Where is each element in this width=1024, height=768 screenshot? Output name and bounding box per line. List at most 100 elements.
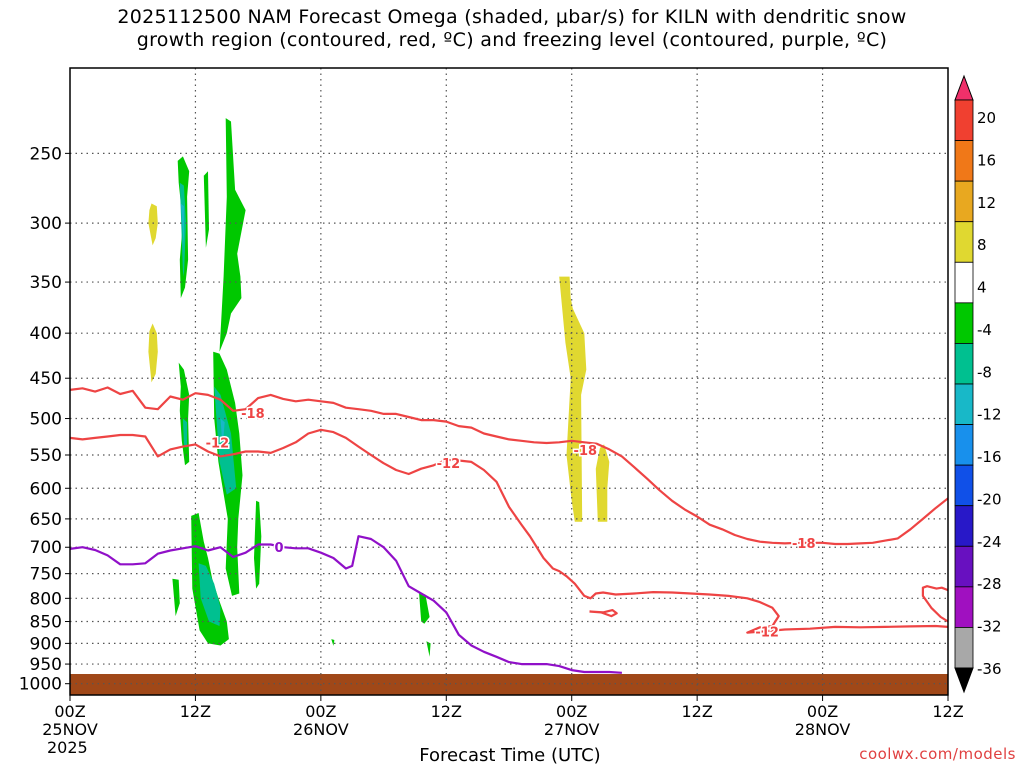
colorbar-label: 4 <box>977 279 987 297</box>
colorbar-swatch <box>954 505 974 547</box>
omega-region--4to-8-2 <box>219 118 246 352</box>
colorbar-label: 20 <box>977 109 996 127</box>
colorbar-swatch <box>954 180 974 223</box>
y-tick-label: 750 <box>30 565 62 585</box>
omega-region--4to-8-8 <box>419 593 430 624</box>
y-tick-label: 300 <box>30 214 62 234</box>
y-tick-label: 550 <box>30 446 62 466</box>
omega-region--8to-12-1 <box>214 386 237 495</box>
title-line-2: growth region (contoured, red, ºC) and f… <box>136 29 888 51</box>
dgz-contour-m12-2 <box>921 585 949 623</box>
colorbar-swatch <box>954 545 974 588</box>
colorbar-swatch <box>954 140 974 182</box>
credit-link[interactable]: coolwx.com/models <box>859 745 1016 763</box>
y-tick-label: 350 <box>30 273 62 293</box>
y-tick-label: 950 <box>30 655 62 675</box>
contour-layer <box>69 386 949 674</box>
colorbar-swatch <box>954 383 974 425</box>
dgz-contour-m18-0 <box>69 386 949 546</box>
grid-layer <box>70 68 948 695</box>
x-tick-label-time: 00Z <box>807 702 838 721</box>
year-label: 2025 <box>47 738 88 757</box>
x-tick-label-time: 12Z <box>932 702 963 721</box>
contour-label: -12 <box>755 626 779 641</box>
contour-label: -18 <box>574 444 598 459</box>
y-axis: 2503003504004505005506006507007508008509… <box>19 144 70 695</box>
colorbar-bottom-arrow <box>954 667 974 694</box>
y-tick-label: 900 <box>30 634 62 654</box>
colorbar-swatch <box>954 464 974 507</box>
y-tick-label: 800 <box>30 589 62 609</box>
colorbar-label: 16 <box>977 151 996 169</box>
x-tick-label-time: 12Z <box>681 702 712 721</box>
y-tick-label: 450 <box>30 369 62 389</box>
x-tick-label-time: 12Z <box>431 702 462 721</box>
colorbar-label: -4 <box>977 321 992 339</box>
contour-label: -12 <box>437 457 461 472</box>
colorbar-label: 12 <box>977 194 996 212</box>
omega-region-4to8-1 <box>148 323 158 383</box>
x-tick-label-time: 12Z <box>180 702 211 721</box>
colorbar-swatch <box>954 261 974 304</box>
colorbar-label: 8 <box>977 236 987 254</box>
y-tick-label: 1000 <box>19 675 62 695</box>
x-tick-label-date: 25NOV <box>42 720 98 739</box>
colorbar-label: -28 <box>977 575 1002 593</box>
omega-region-4to8-3 <box>595 444 610 522</box>
omega-shading-layer <box>148 118 610 657</box>
y-tick-label: 850 <box>30 613 62 633</box>
omega-region--12to-16-0 <box>180 203 184 248</box>
contour-label-layer: -18 -18 -18 -12 -12 -12 0 <box>204 406 817 643</box>
omega-region--12to-16-1 <box>220 418 225 448</box>
y-tick-label: 400 <box>30 324 62 344</box>
omega-region--4to-8-10 <box>331 639 335 646</box>
colorbar-swatch <box>954 627 974 669</box>
omega-region-4to8-2 <box>559 276 587 522</box>
terrain-fill <box>70 674 948 695</box>
y-tick-label: 600 <box>30 479 62 499</box>
omega-region--4to-8-7 <box>172 578 180 617</box>
colorbar-label: -36 <box>977 660 1002 678</box>
colorbar-swatch <box>954 99 974 141</box>
y-tick-label: 700 <box>30 538 62 558</box>
chart-title: 2025112500 NAM Forecast Omega (shaded, µ… <box>0 6 1024 52</box>
colorbar-label: -16 <box>977 448 1002 466</box>
x-axis-title: Forecast Time (UTC) <box>419 745 601 766</box>
colorbar-label: -8 <box>977 363 992 381</box>
colorbar-label: -12 <box>977 406 1002 424</box>
omega-region-4to8-0 <box>148 203 158 246</box>
contour-label: 0 <box>275 541 284 556</box>
terrain-layer <box>70 674 948 695</box>
x-tick-label-time: 00Z <box>54 702 85 721</box>
colorbar-top-arrow <box>954 74 974 101</box>
y-tick-label: 650 <box>30 510 62 530</box>
omega-region--4to-8-9 <box>426 641 431 657</box>
colorbar-label: -24 <box>977 533 1002 551</box>
x-tick-label-date: 27NOV <box>544 720 600 739</box>
colorbar-swatch <box>954 343 974 385</box>
freezing-level-contour-0-4 <box>69 535 622 674</box>
omega-region--4to-8-1 <box>203 171 209 248</box>
x-tick-label-time: 00Z <box>305 702 336 721</box>
x-tick-label-date: 26NOV <box>293 720 349 739</box>
dgz-contour-m12-1 <box>69 428 949 634</box>
colorbar-swatch <box>954 586 974 628</box>
colorbar-swatch <box>954 302 974 344</box>
colorbar-swatch <box>954 424 974 466</box>
omega-region--8to-12-3 <box>182 418 188 448</box>
colorbar: 20 16 12 8 4 -4 -8 -12 -16 -20 -24 -28 -32 -36 <box>954 74 1002 694</box>
contour-label: -18 <box>792 537 816 552</box>
y-tick-label: 500 <box>30 410 62 430</box>
colorbar-label: -32 <box>977 618 1002 636</box>
x-tick-label-time: 00Z <box>556 702 587 721</box>
y-tick-label: 250 <box>30 144 62 164</box>
omega-region--8to-12-2 <box>198 563 221 626</box>
title-line-1: 2025112500 NAM Forecast Omega (shaded, µ… <box>117 6 907 28</box>
plot-frame <box>69 67 949 696</box>
colorbar-label: -20 <box>977 490 1002 508</box>
contour-label: -12 <box>206 436 230 451</box>
contour-label: -18 <box>241 407 265 422</box>
x-tick-label-date: 28NOV <box>795 720 851 739</box>
